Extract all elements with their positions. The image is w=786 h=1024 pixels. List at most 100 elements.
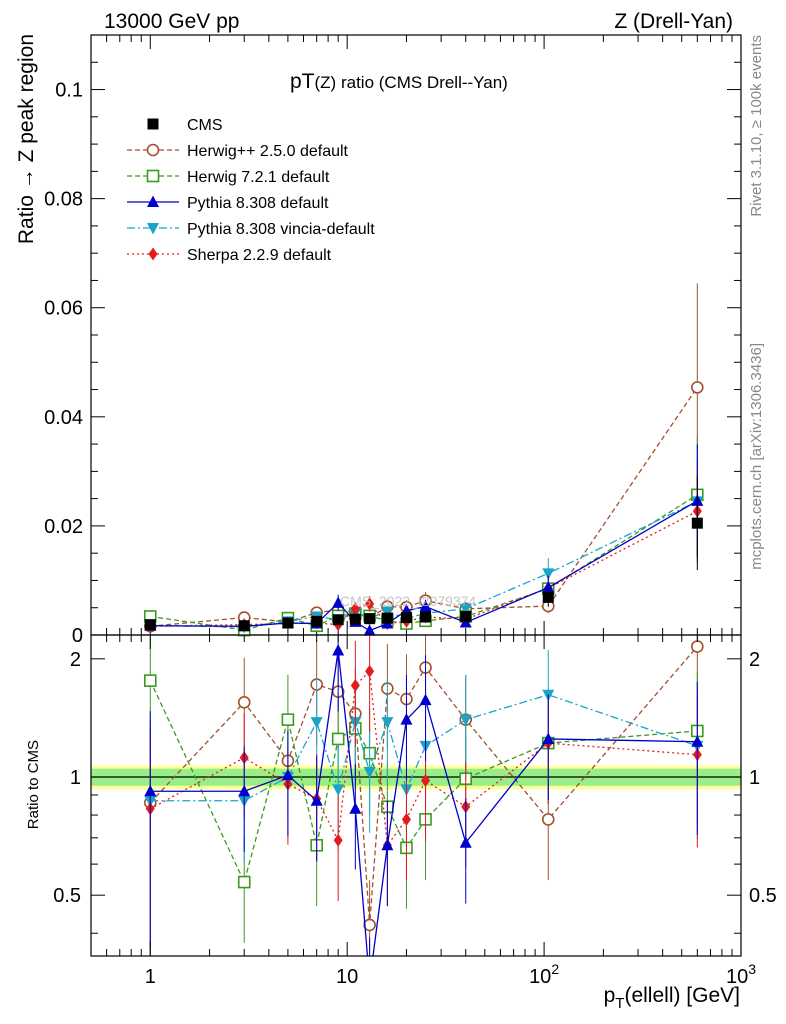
x-axis-label-rest: (ellell) [GeV] bbox=[624, 984, 740, 1007]
ratio-series-pythia bbox=[144, 635, 704, 988]
mcplots-label: mcplots.cern.ch [arXiv:1306.3436] bbox=[748, 343, 765, 570]
data-point-cms bbox=[144, 619, 156, 631]
data-point-cms bbox=[332, 614, 344, 626]
data-point-sherpa bbox=[350, 602, 360, 616]
ratio-plot-frame bbox=[90, 634, 742, 957]
legend-label: Herwig++ 2.5.0 default bbox=[187, 143, 349, 160]
data-point-cms bbox=[691, 517, 703, 529]
main-title-sub: (Z) bbox=[315, 73, 337, 92]
data-point-cms bbox=[542, 591, 554, 603]
legend-item-cms: CMS bbox=[147, 117, 223, 134]
legend-marker-sherpa bbox=[148, 247, 158, 261]
ratio-point-vincia bbox=[459, 714, 472, 727]
y-tick-label: 0.02 bbox=[44, 516, 83, 538]
data-point-cms bbox=[460, 610, 472, 622]
ratio-point-vincia bbox=[381, 717, 394, 729]
main-y-axis-label: Ratio → Z peak region bbox=[15, 34, 38, 244]
legend-marker-herwig25 bbox=[146, 143, 160, 157]
ratio-point-herwig72 bbox=[281, 713, 295, 726]
data-point-cms bbox=[381, 612, 393, 624]
data-point-vincia bbox=[459, 603, 472, 616]
main-title-main: pT bbox=[290, 70, 315, 93]
x-axis-label: pT(ellell) [GeV] bbox=[604, 984, 740, 1012]
ratio-point-herwig72 bbox=[143, 674, 157, 687]
ratio-point-vincia bbox=[310, 717, 323, 729]
y-tick-label: 0.08 bbox=[44, 189, 83, 211]
ratio-point-pythia bbox=[349, 802, 362, 814]
ratio-point-pythia bbox=[144, 784, 157, 797]
ratio-point-pythia bbox=[542, 732, 555, 744]
ratio-point-sherpa bbox=[365, 664, 375, 678]
data-point-cms bbox=[400, 612, 412, 624]
series-line-herwig25 bbox=[150, 386, 698, 627]
x-tick-label: 1 bbox=[145, 966, 156, 988]
ratio-y-tick-label-right: 2 bbox=[749, 649, 760, 671]
ratio-point-pythia bbox=[281, 768, 294, 781]
rivet-version-label: Rivet 3.1.10, ≥ 100k events bbox=[748, 35, 765, 217]
data-point-cms bbox=[349, 613, 361, 625]
ratio-point-pythia bbox=[310, 794, 323, 806]
ratio-y-tick-label: 1 bbox=[70, 767, 81, 789]
ratio-point-herwig72 bbox=[331, 732, 345, 746]
legend-item-sherpa: Sherpa 2.2.9 default bbox=[127, 247, 332, 264]
data-point-herwig25 bbox=[691, 381, 704, 394]
ratio-y-tick-label-right: 0.5 bbox=[749, 885, 777, 907]
x-tick-label-exponent: 3 bbox=[748, 961, 756, 977]
x-axis-label-main: p bbox=[604, 984, 616, 1007]
ratio-point-herwig25 bbox=[363, 918, 376, 932]
ratio-point-pythia bbox=[459, 836, 472, 848]
legend-item-herwig25: Herwig++ 2.5.0 default bbox=[127, 143, 349, 160]
data-point-cms bbox=[364, 613, 376, 625]
ratio-y-tick-label-right: 1 bbox=[749, 767, 760, 789]
series-cms bbox=[144, 476, 703, 632]
data-point-cms bbox=[282, 617, 294, 629]
ratio-point-vincia bbox=[332, 784, 345, 796]
main-title-rest: ratio (CMS Drell--Yan) bbox=[336, 73, 508, 92]
ratio-point-sherpa bbox=[350, 679, 360, 693]
data-point-cms bbox=[238, 620, 250, 632]
ratio-point-herwig25 bbox=[691, 640, 704, 653]
ratio-point-pythia bbox=[691, 735, 704, 747]
main-panel: 0 0.02 0.04 0.06 0.08 0.1 bbox=[44, 34, 742, 647]
ratio-point-pythia bbox=[332, 644, 345, 656]
x-tick-label-base: 1 bbox=[145, 966, 156, 988]
ratio-point-pythia bbox=[419, 693, 432, 706]
ratio-point-herwig25 bbox=[541, 813, 555, 826]
ratio-point-vincia bbox=[363, 766, 376, 779]
series-herwig25 bbox=[143, 283, 704, 633]
legend-marker-herwig72 bbox=[146, 169, 160, 183]
x-tick-label-exponent: 2 bbox=[551, 961, 559, 977]
legend: CMS Herwig++ 2.5.0 default Herwig 7.2.1 de… bbox=[127, 117, 375, 264]
ratio-point-herwig25 bbox=[237, 695, 251, 709]
x-tick-label-base: 10 bbox=[726, 966, 748, 988]
data-point-vincia bbox=[381, 606, 394, 619]
x-tick-label-base: 10 bbox=[529, 966, 551, 988]
ratio-point-pythia bbox=[381, 838, 394, 851]
ratio-point-sherpa bbox=[333, 833, 343, 847]
legend-marker-cms bbox=[147, 118, 159, 130]
x-axis-label-sub: T bbox=[615, 995, 624, 1012]
ratio-point-sherpa bbox=[421, 773, 431, 787]
legend-label: Sherpa 2.2.9 default bbox=[187, 247, 332, 264]
ratio-point-pythia bbox=[238, 784, 251, 797]
ratio-y-axis-label: Ratio to CMS bbox=[25, 740, 42, 829]
ratio-series-sherpa bbox=[145, 635, 702, 956]
x-tick-label: 103 bbox=[726, 961, 756, 988]
ratio-panel: 0.5 0.51 12 21 10 102 103 bbox=[53, 634, 777, 988]
legend-label: CMS bbox=[187, 117, 223, 134]
ratio-point-pythia bbox=[364, 976, 376, 988]
y-tick-label: 0.06 bbox=[44, 298, 83, 320]
ratio-series-group bbox=[143, 635, 704, 988]
y-tick-label: 0 bbox=[72, 625, 83, 647]
ratio-point-pythia bbox=[400, 713, 413, 725]
ratio-point-herwig72 bbox=[237, 875, 251, 889]
data-point-cms bbox=[420, 611, 432, 623]
data-point-cms bbox=[311, 615, 323, 627]
legend-marker-pythia bbox=[147, 195, 159, 207]
legend-marker-vincia bbox=[147, 223, 159, 235]
y-tick-label: 0.1 bbox=[55, 80, 83, 102]
data-point-pythia bbox=[332, 596, 345, 608]
watermark: CMS_2022_I2079374 bbox=[340, 593, 476, 609]
legend-item-pythia: Pythia 8.308 default bbox=[127, 195, 329, 212]
